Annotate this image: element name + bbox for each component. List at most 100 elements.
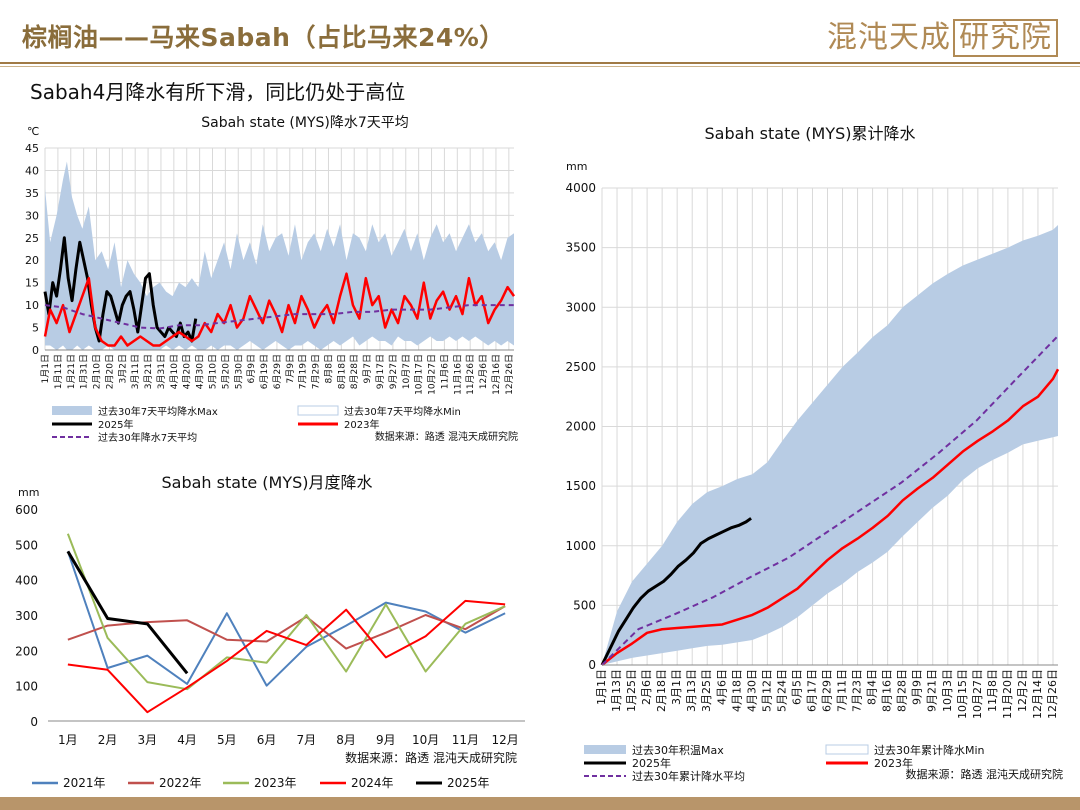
x-tick-label: 12月26日 — [1046, 669, 1059, 719]
x-tick-label: 3月11日 — [130, 354, 141, 389]
x-tick-label: 10月 — [412, 733, 439, 747]
y-tick-label: 3000 — [565, 300, 596, 314]
x-tick-label: 9月7日 — [362, 354, 373, 383]
legend-label: 2025年 — [632, 756, 671, 770]
x-tick-label: 1月21日 — [66, 354, 77, 389]
y-tick-label: 2000 — [565, 420, 596, 434]
x-tick-label: 12月26日 — [504, 354, 515, 395]
x-tick-label: 3月 — [138, 733, 158, 747]
x-tick-label: 4月10日 — [169, 354, 180, 389]
legend-label: 2025年 — [98, 418, 133, 431]
x-tick-label: 3月31日 — [156, 354, 167, 389]
chart-title: Sabah state (MYS)月度降水 — [162, 473, 373, 492]
cumulative-rain-chart: Sabah state (MYS)累计降水 mm 0 500 1000 1500 2000 2… — [565, 124, 1064, 783]
legend-label: 2025年 — [447, 776, 490, 790]
x-tick-label: 11月 — [452, 733, 479, 747]
x-tick-label: 12月2日 — [1016, 669, 1029, 712]
x-tick-label: 1月1日 — [595, 669, 608, 705]
x-tick-label: 5月30日 — [233, 354, 244, 389]
x-tick-label: 5月24日 — [775, 669, 788, 712]
x-tick-label: 5月20日 — [220, 354, 231, 389]
x-tick-label: 11月8日 — [986, 669, 999, 712]
data-source-note: 数据来源：路透 混沌天成研究院 — [345, 750, 517, 765]
y-tick-label: 500 — [15, 538, 38, 552]
x-tick-label: 12月14日 — [1031, 669, 1044, 719]
legend-label: 过去30年7天平均降水Max — [98, 405, 218, 418]
x-tick-label: 4月6日 — [715, 669, 728, 705]
x-tick-label: 7月29日 — [311, 354, 322, 389]
legend-label: 2021年 — [63, 776, 106, 790]
legend-swatch-band-min — [825, 744, 869, 755]
x-tick-label: 11月6日 — [439, 354, 450, 389]
y-tick-label: 30 — [25, 209, 39, 222]
logo-box: 研究院 — [953, 19, 1058, 57]
x-tick-label: 9月9日 — [911, 669, 924, 705]
x-tick-label: 3月25日 — [700, 669, 713, 712]
y-tick-label: 40 — [25, 164, 39, 177]
x-tick-label: 12月 — [491, 733, 518, 747]
x-tick-label: 7月19日 — [298, 354, 309, 389]
y-unit-label: ℃ — [27, 125, 39, 138]
x-tick-label: 10月27日 — [427, 354, 438, 395]
page-title: 棕榈油——马来Sabah（占比马来24%） — [22, 23, 505, 52]
legend-label: 2022年 — [159, 776, 202, 790]
legend-label: 过去30年积温Max — [632, 743, 724, 757]
series-line-2022年 — [67, 605, 506, 650]
x-tick-label: 9月17日 — [375, 354, 386, 389]
header-rule-thin — [0, 66, 1080, 67]
x-tick-label: 3月2日 — [117, 354, 128, 383]
x-tick-label: 6月19日 — [259, 354, 270, 389]
series-line-2023年 — [601, 368, 1060, 666]
y-tick-label: 0 — [30, 715, 38, 729]
x-tick-label: 1月13日 — [610, 669, 623, 712]
x-tick-label: 2月18日 — [655, 669, 668, 712]
x-tick-label: 3月21日 — [143, 354, 154, 389]
x-tick-label: 4月20日 — [182, 354, 193, 389]
x-tick-label: 4月 — [177, 733, 197, 747]
data-source-note: 数据来源：路透 混沌天成研究院 — [906, 767, 1064, 781]
x-tick-label: 6月29日 — [272, 354, 283, 389]
series-line-2025年 — [66, 550, 189, 675]
range-band — [45, 161, 514, 350]
series-line-2024年 — [67, 599, 506, 714]
x-tick-label: 10月15日 — [956, 669, 969, 719]
series-line-2023年 — [43, 272, 516, 347]
x-tick-label: 3月13日 — [685, 669, 698, 712]
x-tick-label: 5月 — [217, 733, 237, 747]
y-tick-label: 5 — [32, 322, 39, 335]
x-tick-label: 10月7日 — [401, 354, 412, 389]
x-tick-label: 7月11日 — [836, 669, 849, 712]
x-tick-label: 2月 — [98, 733, 118, 747]
x-tick-label: 12月16日 — [491, 354, 502, 395]
slide-subtitle: Sabah4月降水有所下滑，同比仍处于高位 — [30, 80, 406, 104]
y-tick-label: 4000 — [565, 181, 596, 195]
y-tick-label: 0 — [588, 658, 596, 672]
y-tick-label: 100 — [15, 680, 38, 694]
y-tick-label: 2500 — [565, 360, 596, 374]
x-tick-label: 5月10日 — [208, 354, 219, 389]
x-tick-label: 6月29日 — [820, 669, 833, 712]
x-tick-label: 9月 — [376, 733, 396, 747]
x-tick-label: 1月11日 — [53, 354, 64, 389]
x-tick-label: 4月30日 — [195, 354, 206, 389]
legend-label: 2023年 — [874, 756, 913, 770]
brand-logo: 混沌天成 研究院 — [827, 12, 1058, 57]
y-tick-label: 0 — [32, 344, 39, 357]
header-rule — [0, 62, 1080, 64]
x-tick-label: 8月4日 — [866, 669, 879, 705]
x-tick-label: 7月 — [297, 733, 317, 747]
monthly-rain-chart: Sabah state (MYS)月度降水 mm 0 100 200 300 400 500 6… — [15, 473, 525, 790]
legend-label: 过去30年累计降水平均 — [632, 769, 745, 783]
page-header: 棕榈油——马来Sabah（占比马来24%） 混沌天成 研究院 — [0, 0, 1080, 62]
logo-text: 混沌天成 — [827, 20, 951, 55]
y-tick-label: 200 — [15, 644, 38, 658]
x-tick-label: 1月 — [58, 733, 78, 747]
y-unit-label: mm — [18, 486, 39, 499]
y-tick-label: 20 — [25, 254, 39, 267]
legend-swatch-band-max — [52, 406, 92, 415]
y-tick-label: 10 — [25, 299, 39, 312]
y-tick-label: 3500 — [565, 241, 596, 255]
x-tick-label: 1月1日 — [40, 354, 51, 383]
x-tick-label: 10月17日 — [414, 354, 425, 395]
x-tick-label: 7月9日 — [285, 354, 296, 383]
